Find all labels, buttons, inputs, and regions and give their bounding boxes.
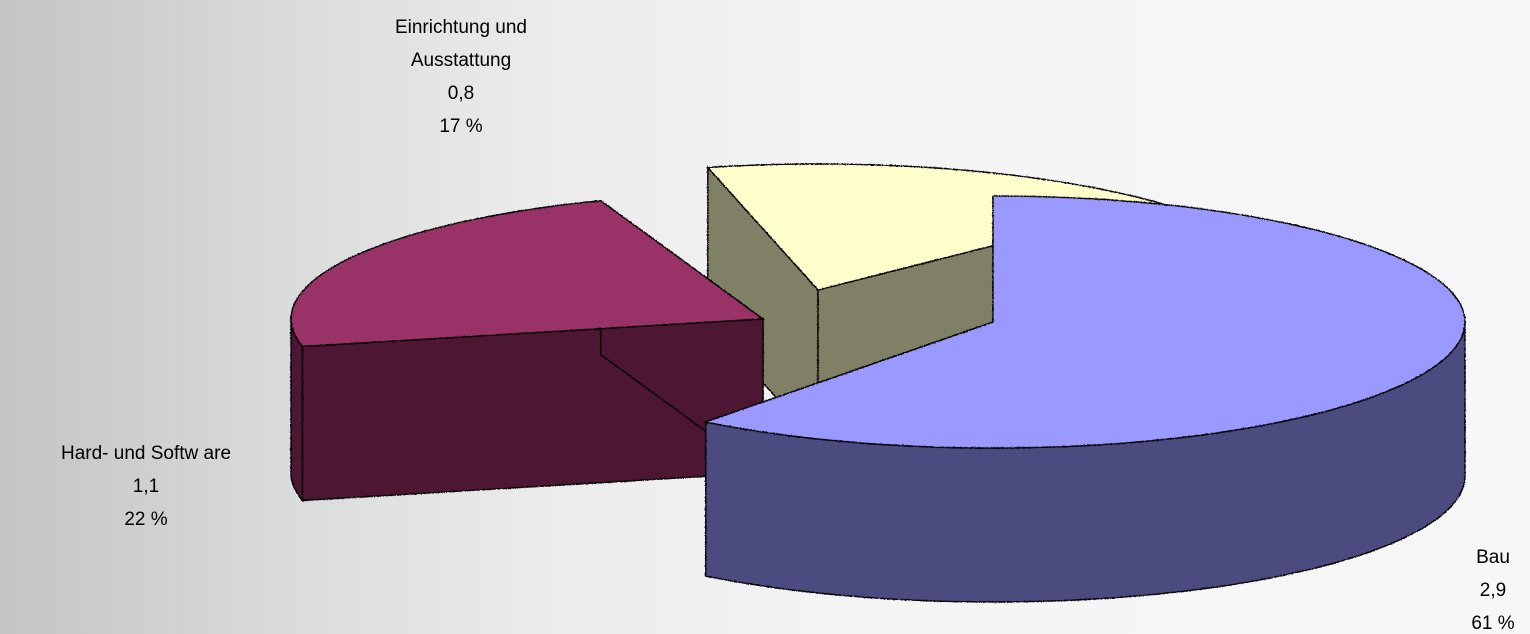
label-bau: Bau 2,9 61 % [1471, 547, 1514, 629]
label-einrichtung-und-ausstattung-value: 0,8 [448, 83, 474, 104]
label-bau-percent: 61 % [1471, 613, 1514, 629]
label-hard-und-software-value: 1,1 [133, 476, 159, 497]
label-hard-und-software-percent: 22 % [124, 509, 167, 530]
label-einrichtung-und-ausstattung-name: Ausstattung [411, 50, 511, 71]
slice-hard-und-software [290, 199, 765, 503]
label-bau-value: 2,9 [1480, 580, 1506, 601]
label-bau-name: Bau [1476, 547, 1510, 568]
slice-hard-und-software-outer-wall [290, 318, 304, 503]
label-einrichtung-und-ausstattung-name: Einrichtung und [395, 17, 527, 38]
label-einrichtung-und-ausstattung: Einrichtung und Ausstattung 0,8 17 % [395, 17, 527, 137]
slice-bau [703, 195, 1466, 603]
label-hard-und-software: Hard- und Softw are 1,1 22 % [61, 443, 231, 530]
slice-einrichtung-und-ausstattung-top [706, 163, 1164, 291]
slice-bau-top [703, 195, 1466, 449]
slice-hard-und-software-top [290, 199, 765, 348]
label-einrichtung-und-ausstattung-percent: 17 % [439, 116, 482, 137]
label-hard-und-software-name: Hard- und Softw are [61, 443, 231, 464]
